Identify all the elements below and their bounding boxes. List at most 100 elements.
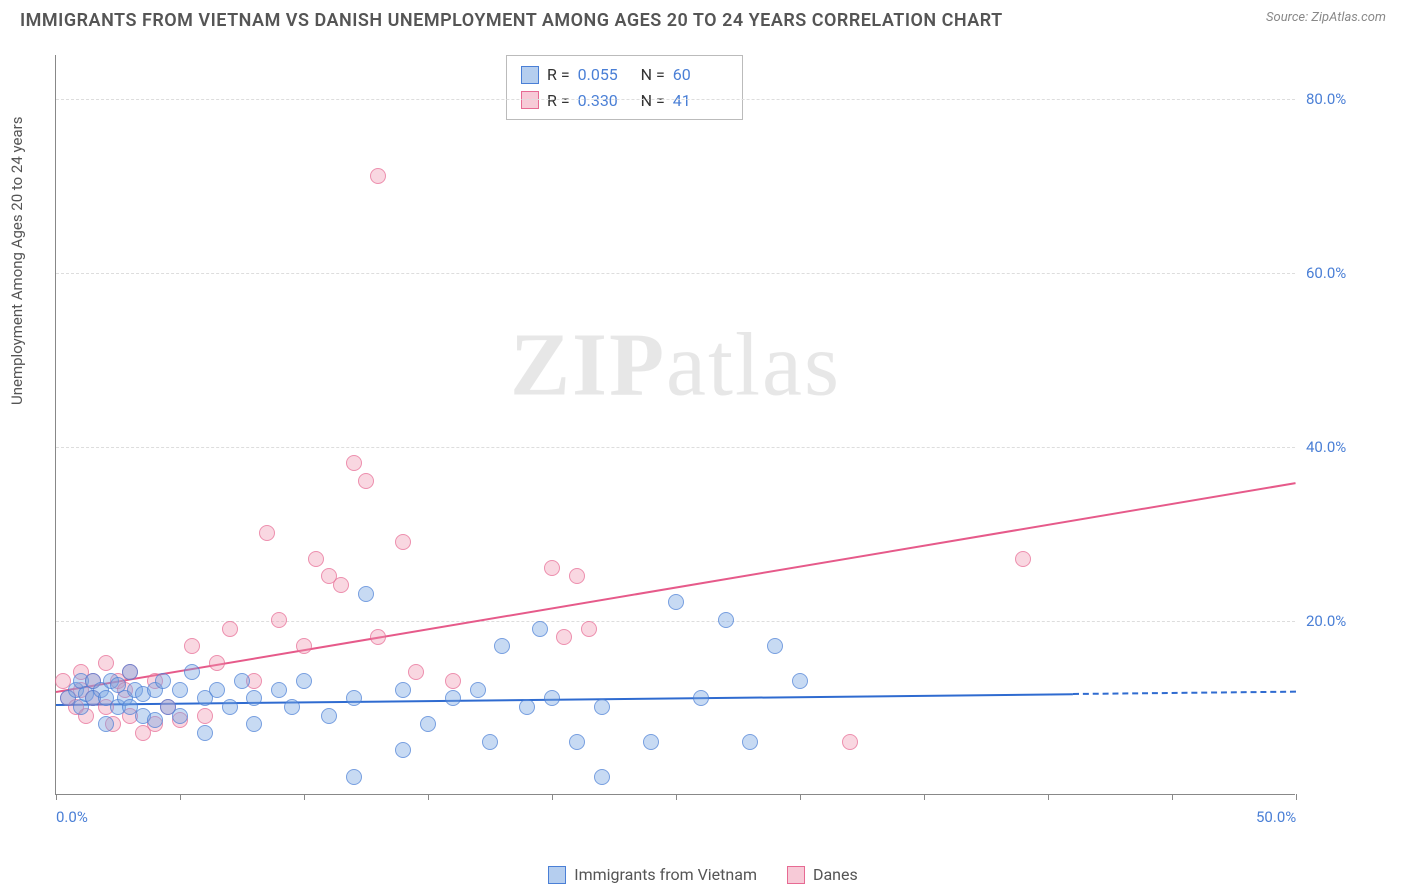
source-attribution: Source: ZipAtlas.com — [1266, 10, 1386, 25]
swatch-a-icon — [548, 866, 566, 884]
point-vietnam — [284, 699, 300, 715]
y-tick-label: 80.0% — [1306, 90, 1346, 108]
point-vietnam — [594, 699, 610, 715]
point-vietnam — [482, 734, 498, 750]
point-danes — [358, 473, 374, 489]
point-vietnam — [346, 769, 362, 785]
chart-container: Unemployment Among Ages 20 to 24 years Z… — [0, 45, 1406, 892]
point-vietnam — [742, 734, 758, 750]
point-vietnam — [445, 690, 461, 706]
point-danes — [581, 621, 597, 637]
point-vietnam — [532, 621, 548, 637]
point-danes — [222, 621, 238, 637]
gridline — [56, 447, 1295, 448]
point-vietnam — [569, 734, 585, 750]
point-danes — [1015, 551, 1031, 567]
r-label: R = — [547, 88, 570, 114]
point-vietnam — [693, 690, 709, 706]
y-tick-label: 40.0% — [1306, 438, 1346, 456]
x-tick — [800, 794, 801, 800]
point-danes — [544, 560, 560, 576]
point-vietnam — [172, 682, 188, 698]
point-danes — [370, 629, 386, 645]
point-vietnam — [346, 690, 362, 706]
point-vietnam — [792, 673, 808, 689]
point-danes — [209, 655, 225, 671]
point-danes — [308, 551, 324, 567]
point-vietnam — [122, 664, 138, 680]
legend-stats: R = 0.055 N = 60 R = 0.330 N = 41 — [506, 55, 743, 120]
point-vietnam — [222, 699, 238, 715]
x-tick — [180, 794, 181, 800]
x-tick — [552, 794, 553, 800]
point-danes — [842, 734, 858, 750]
point-vietnam — [147, 712, 163, 728]
swatch-b-icon — [787, 866, 805, 884]
point-vietnam — [519, 699, 535, 715]
point-danes — [333, 577, 349, 593]
n-value-b: 41 — [673, 88, 728, 114]
x-tick — [676, 794, 677, 800]
point-vietnam — [321, 708, 337, 724]
point-vietnam — [98, 716, 114, 732]
point-vietnam — [718, 612, 734, 628]
point-vietnam — [184, 664, 200, 680]
point-vietnam — [296, 673, 312, 689]
r-value-a: 0.055 — [578, 62, 633, 88]
point-vietnam — [271, 682, 287, 698]
n-value-a: 60 — [673, 62, 728, 88]
point-vietnam — [197, 725, 213, 741]
point-danes — [346, 455, 362, 471]
point-vietnam — [643, 734, 659, 750]
n-label: N = — [641, 62, 665, 88]
series-a-label: Immigrants from Vietnam — [574, 865, 757, 884]
trend-line — [56, 482, 1296, 693]
gridline — [56, 273, 1295, 274]
y-tick-label: 20.0% — [1306, 612, 1346, 630]
point-vietnam — [594, 769, 610, 785]
point-vietnam — [172, 708, 188, 724]
point-danes — [395, 534, 411, 550]
point-danes — [259, 525, 275, 541]
trend-line — [1073, 691, 1296, 695]
point-vietnam — [668, 594, 684, 610]
swatch-a-icon — [521, 66, 539, 84]
chart-title: IMMIGRANTS FROM VIETNAM VS DANISH UNEMPL… — [20, 10, 1003, 31]
point-danes — [569, 568, 585, 584]
point-vietnam — [544, 690, 560, 706]
y-tick-label: 60.0% — [1306, 264, 1346, 282]
r-value-b: 0.330 — [578, 88, 633, 114]
plot-area: ZIPatlas R = 0.055 N = 60 R = 0.330 N = … — [55, 55, 1295, 795]
gridline — [56, 99, 1295, 100]
x-tick-label: 0.0% — [56, 808, 88, 826]
point-vietnam — [470, 682, 486, 698]
x-tick — [924, 794, 925, 800]
x-tick — [1048, 794, 1049, 800]
y-axis-label: Unemployment Among Ages 20 to 24 years — [8, 117, 26, 405]
watermark: ZIPatlas — [510, 314, 841, 417]
point-vietnam — [420, 716, 436, 732]
point-vietnam — [209, 682, 225, 698]
point-danes — [197, 708, 213, 724]
x-tick — [1172, 794, 1173, 800]
x-tick — [304, 794, 305, 800]
swatch-b-icon — [521, 91, 539, 109]
point-danes — [370, 168, 386, 184]
point-vietnam — [358, 586, 374, 602]
point-danes — [98, 655, 114, 671]
n-label: N = — [641, 88, 665, 114]
point-vietnam — [767, 638, 783, 654]
point-danes — [408, 664, 424, 680]
gridline — [56, 621, 1295, 622]
legend-item-b: Danes — [787, 865, 858, 884]
point-vietnam — [155, 673, 171, 689]
point-vietnam — [246, 716, 262, 732]
x-tick — [1296, 794, 1297, 800]
x-tick-label: 50.0% — [1256, 808, 1296, 826]
point-danes — [184, 638, 200, 654]
point-vietnam — [246, 690, 262, 706]
point-danes — [271, 612, 287, 628]
point-vietnam — [395, 682, 411, 698]
legend-stats-row-b: R = 0.330 N = 41 — [521, 88, 728, 114]
point-danes — [445, 673, 461, 689]
